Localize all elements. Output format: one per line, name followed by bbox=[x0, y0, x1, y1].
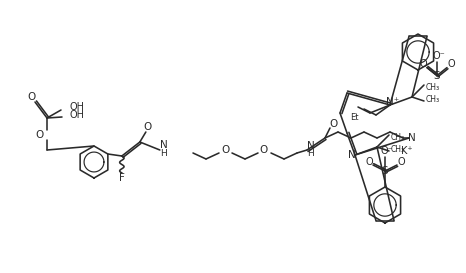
Text: K⁺: K⁺ bbox=[401, 146, 412, 156]
Text: OH: OH bbox=[70, 110, 85, 120]
Text: N⁺: N⁺ bbox=[386, 97, 400, 107]
Text: O: O bbox=[447, 59, 455, 69]
Text: S: S bbox=[434, 71, 440, 81]
Text: O: O bbox=[329, 119, 337, 129]
Text: O: O bbox=[36, 130, 44, 140]
Text: CH₃: CH₃ bbox=[426, 82, 440, 91]
Text: O: O bbox=[419, 59, 427, 69]
Text: F: F bbox=[119, 173, 125, 183]
Text: N: N bbox=[348, 150, 356, 160]
Text: O⁻: O⁻ bbox=[381, 146, 393, 156]
Text: O⁻: O⁻ bbox=[432, 51, 445, 61]
Text: O: O bbox=[28, 92, 36, 102]
Text: H: H bbox=[308, 150, 315, 159]
Text: S: S bbox=[382, 166, 388, 176]
Text: H: H bbox=[160, 150, 167, 159]
Text: N: N bbox=[408, 133, 416, 143]
Text: N: N bbox=[160, 140, 168, 150]
Text: OH: OH bbox=[69, 102, 84, 112]
Text: N: N bbox=[307, 141, 315, 151]
Text: O: O bbox=[260, 145, 268, 155]
Text: O: O bbox=[144, 122, 152, 132]
Text: O: O bbox=[221, 145, 229, 155]
Text: CH₃: CH₃ bbox=[391, 144, 405, 153]
Text: CH₃: CH₃ bbox=[426, 94, 440, 103]
Text: CH₃: CH₃ bbox=[391, 132, 405, 141]
Text: O: O bbox=[365, 157, 373, 167]
Text: Et: Et bbox=[350, 112, 358, 121]
Text: O: O bbox=[397, 157, 405, 167]
